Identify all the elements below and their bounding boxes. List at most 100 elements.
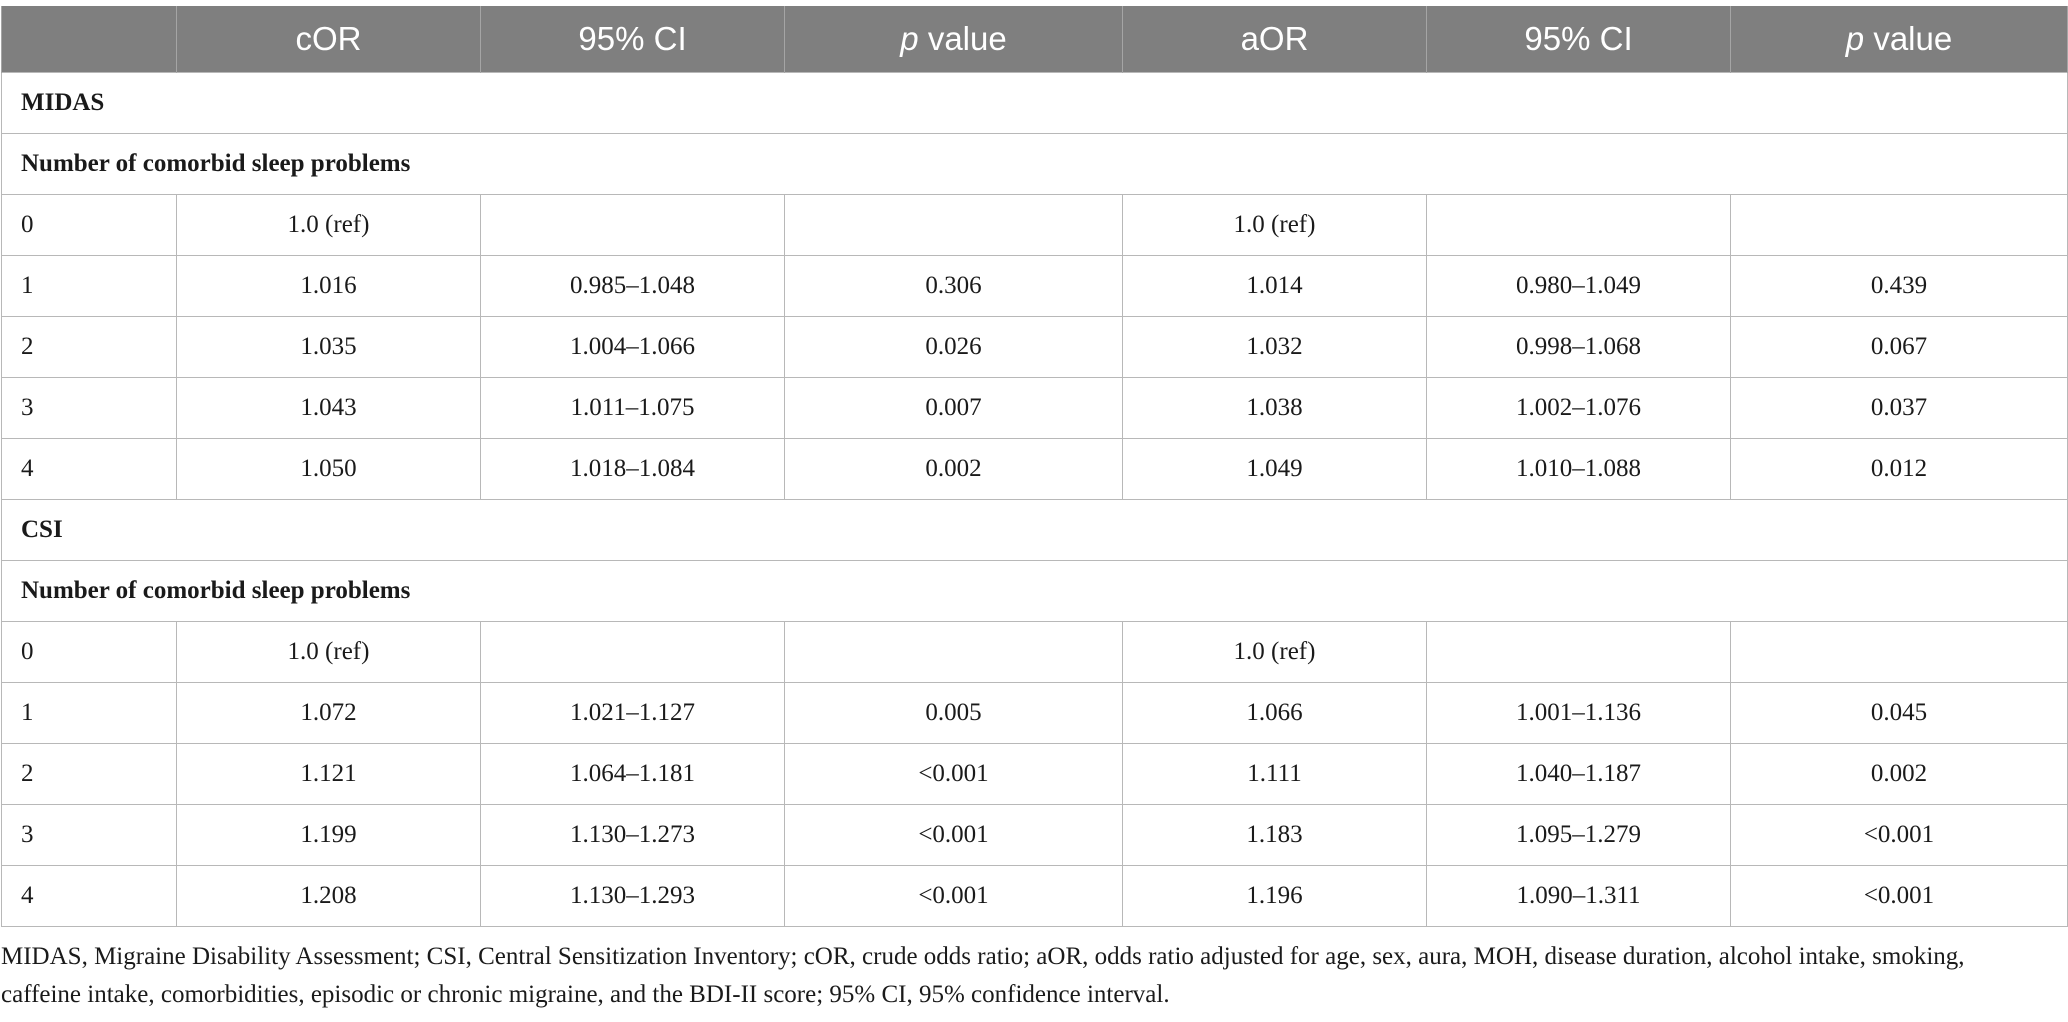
section-row-midas: MIDAS xyxy=(1,72,2068,134)
row-label: 0 xyxy=(1,194,177,256)
table-footnote: MIDAS, Migraine Disability Assessment; C… xyxy=(1,943,1965,1008)
p-cell: 0.026 xyxy=(784,316,1123,378)
table-row: 0 1.0 (ref) 1.0 (ref) xyxy=(1,194,2068,256)
aor-cell: 1.196 xyxy=(1122,865,1427,927)
p-cell: 0.439 xyxy=(1730,255,2068,317)
p-cell xyxy=(784,194,1123,256)
ci-cell: 0.985–1.048 xyxy=(480,255,785,317)
p-value-label: value xyxy=(927,20,1007,57)
odds-ratio-table-container: cOR 95% CI p value aOR 95% CI p value MI… xyxy=(0,6,2068,927)
p-cell: <0.001 xyxy=(1730,865,2068,927)
table-row: 1 1.072 1.021–1.127 0.005 1.066 1.001–1.… xyxy=(1,682,2068,744)
section-title: MIDAS xyxy=(1,72,2068,134)
p-cell: 0.037 xyxy=(1730,377,2068,439)
ci-cell: 1.064–1.181 xyxy=(480,743,785,805)
ci-cell: 1.130–1.293 xyxy=(480,865,785,927)
ci-cell: 1.004–1.066 xyxy=(480,316,785,378)
ci-cell: 1.018–1.084 xyxy=(480,438,785,500)
aor-cell: 1.0 (ref) xyxy=(1122,621,1427,683)
row-label: 3 xyxy=(1,804,177,866)
p-cell: 0.045 xyxy=(1730,682,2068,744)
aor-cell: 1.038 xyxy=(1122,377,1427,439)
subsection-row: Number of comorbid sleep problems xyxy=(1,133,2068,195)
cor-cell: 1.208 xyxy=(176,865,481,927)
ci-cell: 1.002–1.076 xyxy=(1426,377,1731,439)
subsection-row: Number of comorbid sleep problems xyxy=(1,560,2068,622)
ci-cell: 0.998–1.068 xyxy=(1426,316,1731,378)
row-label: 0 xyxy=(1,621,177,683)
row-label: 4 xyxy=(1,865,177,927)
p-cell xyxy=(1730,194,2068,256)
table-header: cOR 95% CI p value aOR 95% CI p value xyxy=(1,6,2068,73)
cor-cell: 1.035 xyxy=(176,316,481,378)
p-cell: 0.012 xyxy=(1730,438,2068,500)
aor-cell: 1.049 xyxy=(1122,438,1427,500)
row-label: 2 xyxy=(1,316,177,378)
p-cell xyxy=(1730,621,2068,683)
row-label: 2 xyxy=(1,743,177,805)
cor-cell: 1.043 xyxy=(176,377,481,439)
p-cell: 0.007 xyxy=(784,377,1123,439)
table-row: 0 1.0 (ref) 1.0 (ref) xyxy=(1,621,2068,683)
p-cell: 0.067 xyxy=(1730,316,2068,378)
aor-cell: 1.032 xyxy=(1122,316,1427,378)
ci-cell xyxy=(1426,621,1731,683)
p-cell: <0.001 xyxy=(784,865,1123,927)
cor-cell: 1.050 xyxy=(176,438,481,500)
cor-cell: 1.0 (ref) xyxy=(176,194,481,256)
p-cell: 0.005 xyxy=(784,682,1123,744)
header-cell-ci-adjusted: 95% CI xyxy=(1426,6,1731,73)
header-cell-cor: cOR xyxy=(176,6,481,73)
p-value-label: value xyxy=(1873,20,1953,57)
section-subtitle: Number of comorbid sleep problems xyxy=(1,560,2068,622)
header-cell-p-crude: p value xyxy=(784,6,1123,73)
header-cell-blank xyxy=(1,6,177,73)
row-label: 1 xyxy=(1,255,177,317)
table-row: 1 1.016 0.985–1.048 0.306 1.014 0.980–1.… xyxy=(1,255,2068,317)
ci-cell: 0.980–1.049 xyxy=(1426,255,1731,317)
ci-cell: 1.095–1.279 xyxy=(1426,804,1731,866)
table-row: 2 1.121 1.064–1.181 <0.001 1.111 1.040–1… xyxy=(1,743,2068,805)
p-cell: 0.306 xyxy=(784,255,1123,317)
cor-cell: 1.199 xyxy=(176,804,481,866)
p-cell: 0.002 xyxy=(784,438,1123,500)
cor-cell: 1.016 xyxy=(176,255,481,317)
row-label: 3 xyxy=(1,377,177,439)
aor-cell: 1.111 xyxy=(1122,743,1427,805)
table-body: MIDAS Number of comorbid sleep problems … xyxy=(1,72,2068,927)
section-title: CSI xyxy=(1,499,2068,561)
ci-cell xyxy=(1426,194,1731,256)
ci-cell: 1.130–1.273 xyxy=(480,804,785,866)
section-row-csi: CSI xyxy=(1,499,2068,561)
header-cell-aor: aOR xyxy=(1122,6,1427,73)
row-label: 4 xyxy=(1,438,177,500)
ci-cell: 1.040–1.187 xyxy=(1426,743,1731,805)
ci-cell: 1.010–1.088 xyxy=(1426,438,1731,500)
p-cell xyxy=(784,621,1123,683)
cor-cell: 1.072 xyxy=(176,682,481,744)
p-symbol: p xyxy=(1845,20,1865,57)
cor-cell: 1.121 xyxy=(176,743,481,805)
ci-cell xyxy=(480,621,785,683)
ci-cell: 1.021–1.127 xyxy=(480,682,785,744)
table-row: 4 1.208 1.130–1.293 <0.001 1.196 1.090–1… xyxy=(1,865,2068,927)
header-cell-ci-crude: 95% CI xyxy=(480,6,785,73)
aor-cell: 1.014 xyxy=(1122,255,1427,317)
ci-cell xyxy=(480,194,785,256)
aor-cell: 1.183 xyxy=(1122,804,1427,866)
table-row: 3 1.199 1.130–1.273 <0.001 1.183 1.095–1… xyxy=(1,804,2068,866)
ci-cell: 1.001–1.136 xyxy=(1426,682,1731,744)
aor-cell: 1.066 xyxy=(1122,682,1427,744)
p-cell: <0.001 xyxy=(1730,804,2068,866)
header-row: cOR 95% CI p value aOR 95% CI p value xyxy=(1,6,2068,73)
p-cell: <0.001 xyxy=(784,743,1123,805)
aor-cell: 1.0 (ref) xyxy=(1122,194,1427,256)
table-row: 2 1.035 1.004–1.066 0.026 1.032 0.998–1.… xyxy=(1,316,2068,378)
table-row: 4 1.050 1.018–1.084 0.002 1.049 1.010–1.… xyxy=(1,438,2068,500)
row-label: 1 xyxy=(1,682,177,744)
ci-cell: 1.090–1.311 xyxy=(1426,865,1731,927)
section-subtitle: Number of comorbid sleep problems xyxy=(1,133,2068,195)
ci-cell: 1.011–1.075 xyxy=(480,377,785,439)
table-row: 3 1.043 1.011–1.075 0.007 1.038 1.002–1.… xyxy=(1,377,2068,439)
p-cell: <0.001 xyxy=(784,804,1123,866)
